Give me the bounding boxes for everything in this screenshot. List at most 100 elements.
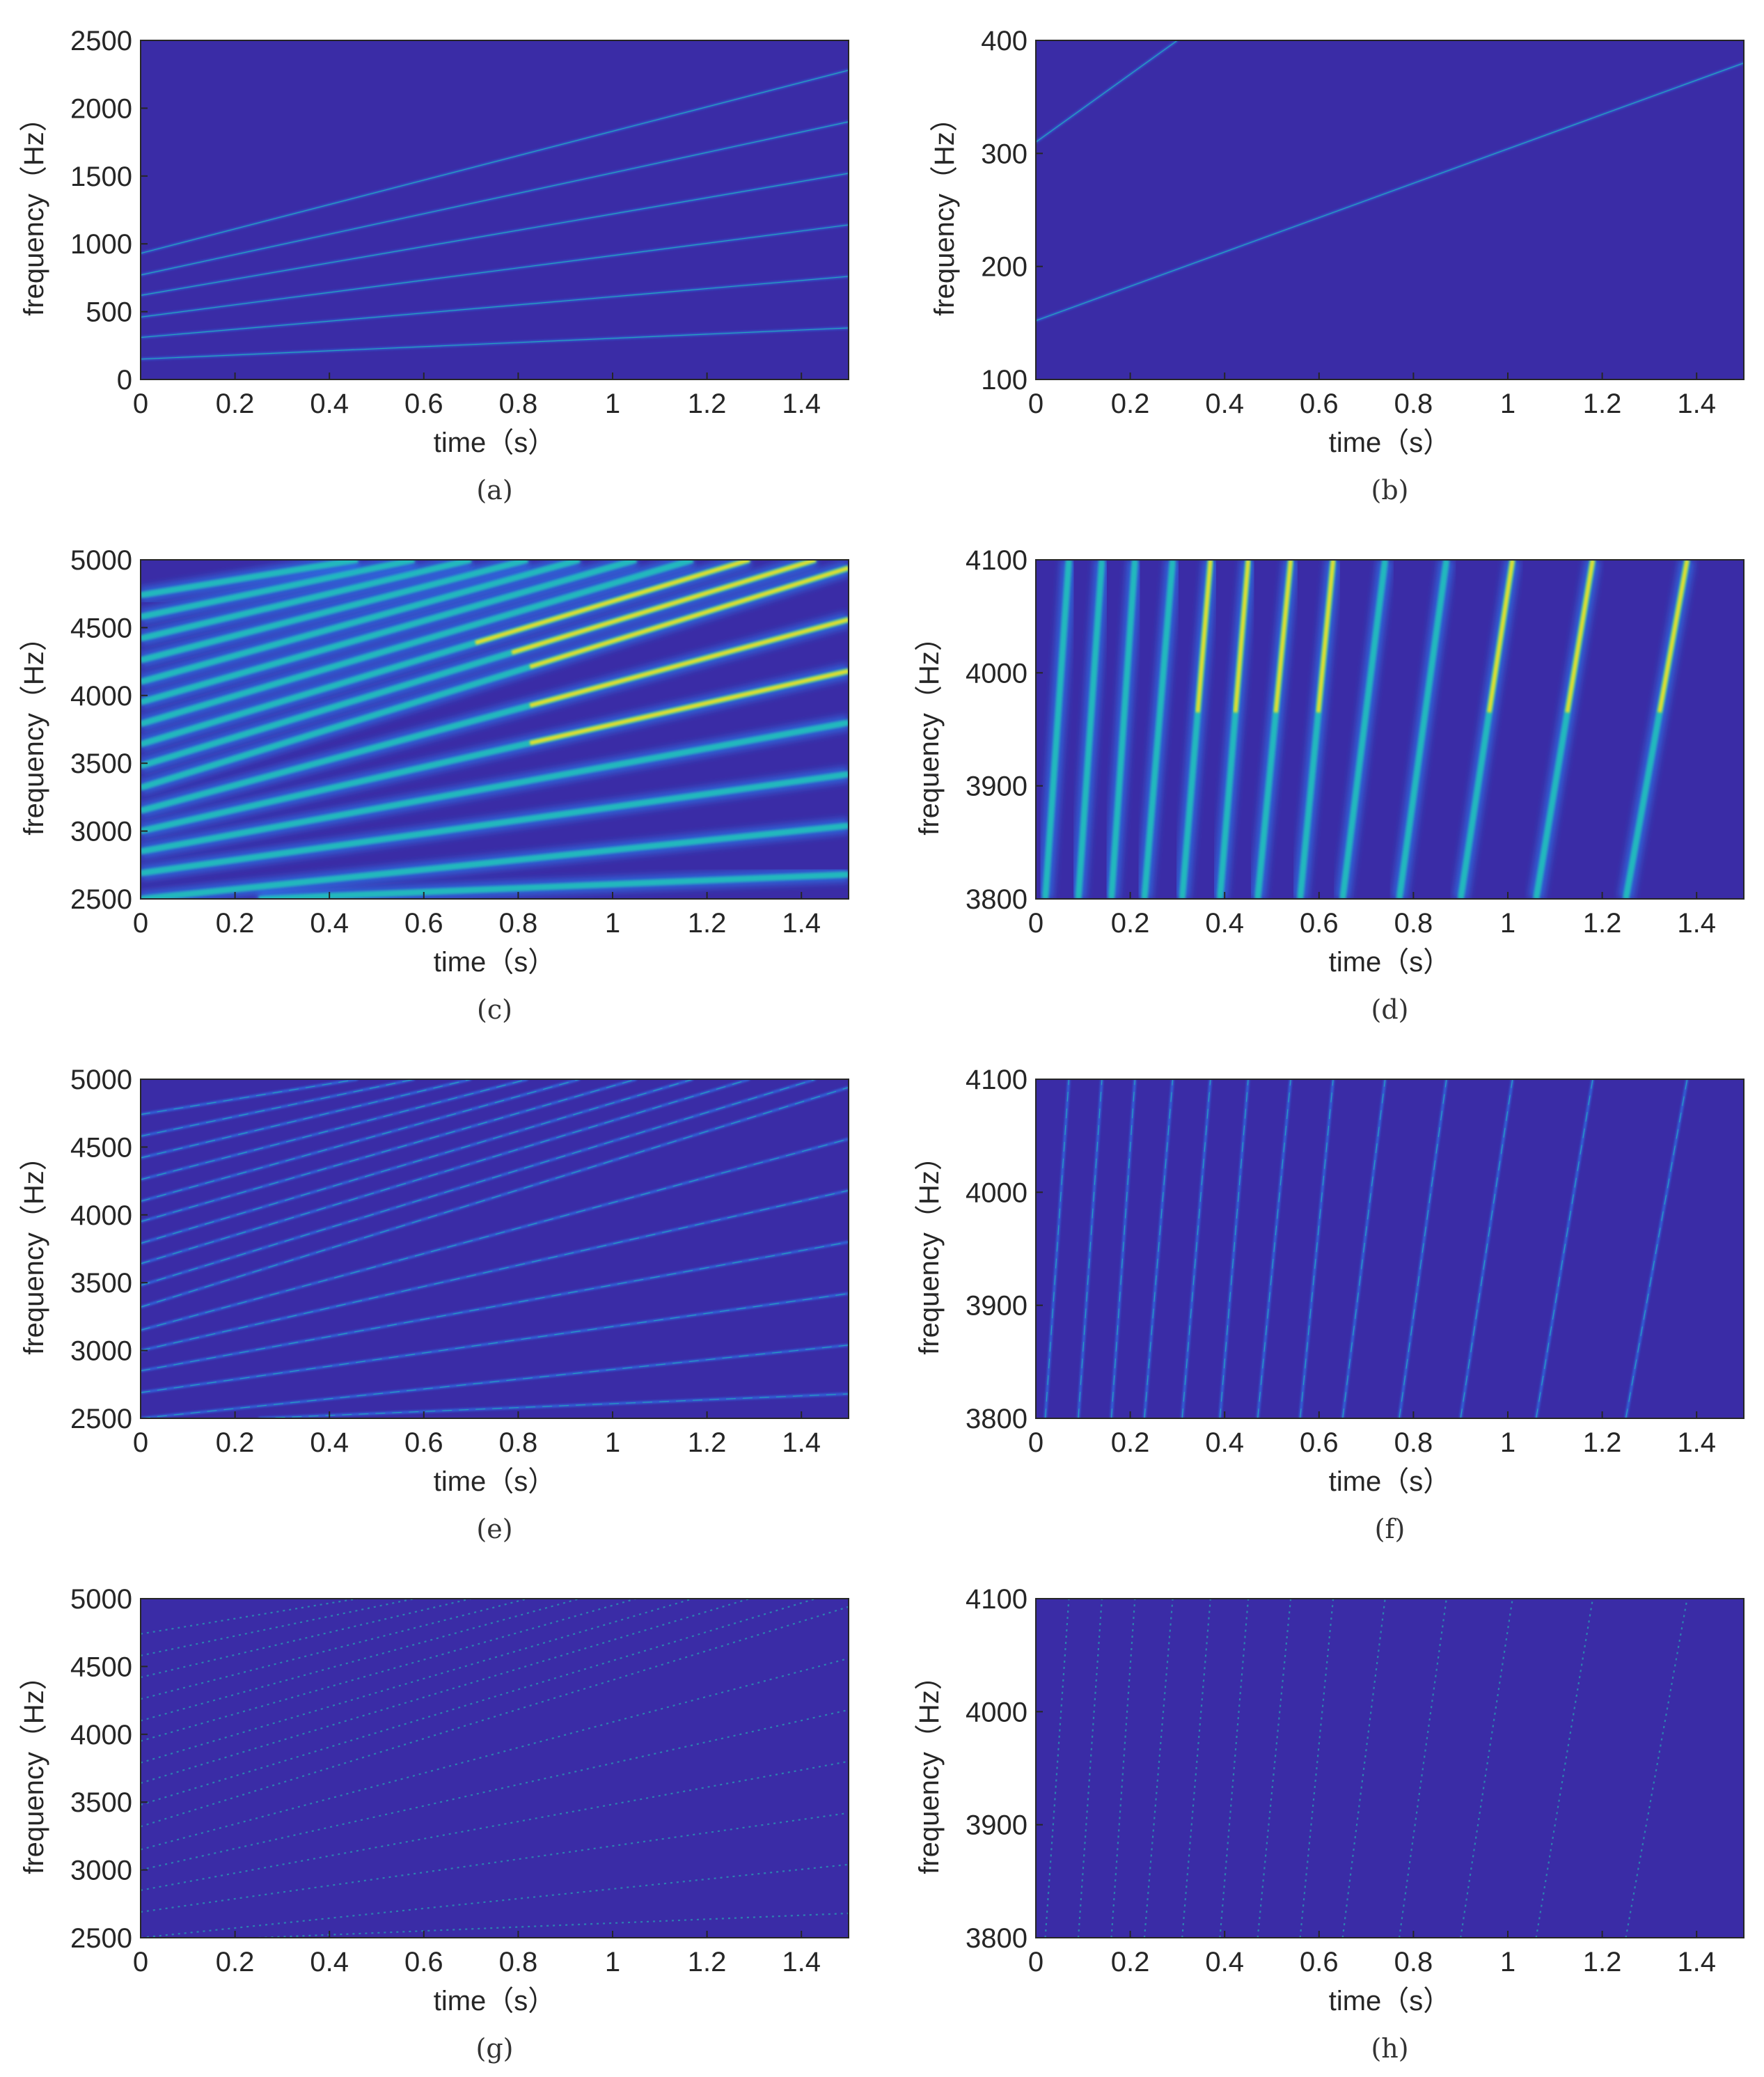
x-tick-label: 0.2 — [216, 1427, 255, 1458]
x-tick-label: 1 — [1500, 908, 1515, 939]
ridge-highlight — [141, 1190, 849, 1351]
ridge-highlight — [141, 1079, 693, 1244]
x-tick-label: 0.6 — [404, 389, 443, 419]
x-tick-label: 0.6 — [1300, 1427, 1339, 1458]
y-tick-label: 4000 — [966, 1177, 1027, 1208]
ridge-highlight — [141, 1087, 849, 1308]
y-tick-label: 4500 — [70, 1652, 132, 1682]
x-tick-label: 0 — [133, 1947, 148, 1977]
y-tick-label: 4000 — [966, 658, 1027, 689]
y-tick-label: 4000 — [70, 1720, 132, 1750]
ridge-peak — [1195, 560, 1213, 713]
y-tick-label: 4500 — [70, 613, 132, 643]
x-tick-label: 1.2 — [688, 1947, 727, 1977]
ridge-line — [1219, 1599, 1250, 1938]
y-tick-label: 2000 — [70, 93, 132, 124]
x-tick-label: 0.6 — [1300, 1947, 1339, 1977]
y-tick-label: 300 — [981, 139, 1027, 169]
ridge-highlight — [1044, 1079, 1070, 1418]
ridge-highlight — [141, 70, 849, 254]
ridge-highlight — [141, 1079, 415, 1137]
ridge-line — [1042, 560, 1072, 899]
y-tick-label: 3500 — [70, 1268, 132, 1299]
x-tick-label: 0 — [133, 389, 148, 419]
x-tick-label: 0 — [1028, 1947, 1044, 1977]
x-tick-label: 1 — [1500, 389, 1515, 419]
x-tick-label: 0.4 — [1205, 1427, 1244, 1458]
ridge-line — [1044, 1599, 1070, 1938]
y-tick-label: 4000 — [966, 1697, 1027, 1727]
ridge-highlight — [1036, 40, 1178, 143]
y-axis-label: frequency（Hz） — [914, 1662, 945, 1874]
ridge-highlight — [141, 1241, 849, 1372]
panel-f: 0 0.2 0.4 0.6 0.8 1 1.2 1.4 3800 3900 4000 4100 time… — [914, 1065, 1745, 1544]
plot-area — [141, 1079, 849, 1418]
ridge-group — [1036, 40, 1744, 322]
y-tick-label: 2500 — [70, 884, 132, 915]
x-tick-label: 1 — [1500, 1947, 1515, 1977]
panel-e: 0 0.2 0.4 0.6 0.8 1 1.2 1.4 2500 3000 3500 4000 4500… — [19, 1065, 849, 1544]
panel-d: 0 0.2 0.4 0.6 0.8 1 1.2 1.4 3800 3900 4000 4100 time… — [914, 545, 1745, 1025]
ridge-line — [141, 560, 638, 705]
x-tick-label: 0 — [133, 1427, 148, 1458]
axes-frame — [140, 559, 849, 900]
x-tick-label: 1.2 — [688, 389, 727, 419]
x-tick-label: 0.8 — [499, 1947, 538, 1977]
ridge-line — [1299, 1599, 1334, 1938]
x-tick-label: 0.8 — [1394, 1427, 1433, 1458]
y-tick-label: 5000 — [70, 1584, 132, 1615]
ridge-line — [141, 1599, 415, 1656]
ridge-peak — [1565, 560, 1595, 713]
ridge-group — [1044, 1079, 1689, 1418]
x-tick-label: 0 — [1028, 908, 1044, 939]
ridge-highlight — [141, 1079, 358, 1115]
ridge-group — [1037, 560, 1695, 899]
ridge-highlight — [141, 173, 849, 296]
x-tick-label: 1.2 — [1583, 389, 1622, 419]
panel-b: 0 0.2 0.4 0.6 0.8 1 1.2 1.4 100 200 300 400 time（s） f… — [929, 26, 1745, 505]
y-tick-label: 4000 — [70, 1200, 132, 1231]
y-tick-label: 1500 — [70, 162, 132, 192]
y-tick-label: 2500 — [70, 1404, 132, 1434]
x-tick-label: 1.2 — [1583, 908, 1622, 939]
x-tick-label: 0.2 — [1111, 1427, 1150, 1458]
x-tick-label: 1.4 — [782, 389, 821, 419]
ridge-line — [1257, 1599, 1292, 1938]
ridge-line — [141, 560, 694, 728]
x-tick-label: 0.8 — [1394, 908, 1433, 939]
ridge-highlight — [141, 224, 849, 318]
panel-a: 0 0.2 0.4 0.6 0.8 1 1.2 1.4 0 500 1000 1500 2000 2500… — [19, 26, 849, 505]
ridge-highlight — [258, 1393, 849, 1418]
ridge-highlight — [1144, 1079, 1174, 1418]
y-tick-label: 100 — [981, 365, 1027, 395]
ridge-highlight — [141, 1079, 816, 1286]
y-tick-label: 3900 — [966, 771, 1027, 802]
ridge-highlight — [141, 1079, 580, 1202]
x-tick-label: 0.2 — [1111, 389, 1150, 419]
ridge-line — [1108, 560, 1138, 899]
ridge-line — [258, 871, 849, 899]
ridge-peak — [529, 617, 849, 708]
x-axis-label: time（s） — [434, 947, 556, 978]
x-tick-label: 1 — [605, 389, 620, 419]
ridge-line — [141, 1599, 359, 1635]
ridge-highlight — [1110, 1079, 1135, 1418]
axes-frame — [1035, 559, 1745, 900]
x-tick-label: 1.4 — [782, 1947, 821, 1977]
y-tick-label: 4100 — [966, 1065, 1027, 1095]
panel-caption: (e) — [476, 1514, 512, 1544]
y-tick-label: 2500 — [70, 1923, 132, 1954]
ridge-line — [141, 560, 416, 620]
ridge-line — [258, 1912, 849, 1938]
plot-area — [1036, 40, 1744, 379]
y-axis-label: frequency（Hz） — [914, 1143, 945, 1355]
ridge-peak — [1316, 560, 1336, 713]
y-tick-label: 3900 — [966, 1291, 1027, 1322]
ridge-line — [1625, 1599, 1688, 1938]
y-tick-label: 2500 — [70, 26, 132, 56]
axes-frame — [140, 40, 849, 380]
y-tick-label: 3800 — [966, 884, 1027, 915]
ridge-line — [1398, 1599, 1447, 1938]
x-tick-label: 0 — [133, 908, 148, 939]
y-tick-label: 4500 — [70, 1132, 132, 1163]
